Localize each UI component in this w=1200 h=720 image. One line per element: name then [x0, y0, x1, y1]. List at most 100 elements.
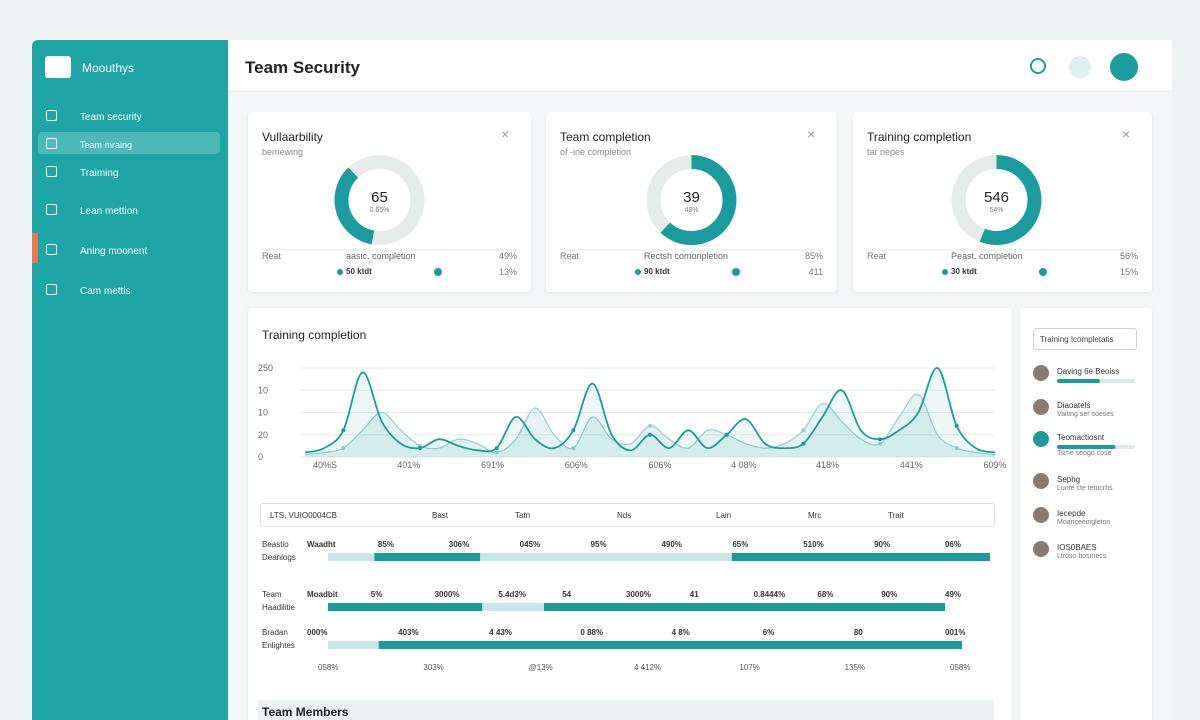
row-cell: 95%: [590, 540, 607, 549]
legend-dot: [732, 268, 740, 276]
row-cell: Moadbit: [307, 590, 338, 599]
nav-active: [38, 132, 220, 154]
point: [801, 428, 806, 433]
row-cell: 90%: [874, 540, 891, 549]
foot-mid: Rectsh comonpletion: [644, 251, 729, 261]
donut-sub: 0.65%: [369, 207, 390, 214]
table-footer: 058%: [950, 663, 971, 672]
card-title: Training completion: [867, 130, 972, 144]
point: [878, 441, 882, 446]
nav-icon: [46, 204, 57, 215]
table-footer: 4 412%: [634, 663, 662, 672]
point: [341, 428, 346, 433]
foot-right: 85%: [804, 251, 823, 261]
row-cell: 3000%: [626, 590, 651, 599]
close-icon: ×: [501, 126, 510, 142]
row-cell: 80: [853, 628, 863, 637]
row-cell: 403%: [398, 628, 419, 637]
point: [724, 432, 729, 437]
row-label: Beastio: [262, 540, 289, 549]
avatar-button[interactable]: [1110, 53, 1138, 81]
table-header: Nds: [617, 511, 632, 520]
avatar: [1033, 473, 1049, 489]
point: [648, 432, 652, 437]
row-label: Deanlogs: [262, 553, 296, 562]
item-name: Teomactiosnt: [1057, 433, 1105, 442]
nav-item: Aning moonent: [80, 246, 148, 257]
legend-label: 30 ktdt: [951, 267, 977, 276]
legend-label: 50 ktdt: [346, 267, 372, 276]
row-cell: 85%: [377, 540, 394, 549]
nav-item: Lean mettion: [80, 206, 138, 217]
table-header: LTS, VUIO0004CB: [270, 511, 337, 520]
row-cell: 49%: [945, 590, 962, 599]
x-tick-label: 441%: [900, 460, 923, 470]
trend-card: [248, 308, 1012, 720]
foot-right: 49%: [498, 251, 517, 261]
point: [648, 423, 652, 428]
x-tick-label: 418%: [816, 460, 839, 470]
x-tick-label: 606%: [648, 460, 671, 470]
legend-dot: [1039, 268, 1047, 276]
item-name: IOS0BAES: [1057, 543, 1097, 552]
legend-dot: [434, 268, 442, 276]
bar-segment: [480, 553, 732, 561]
row-cell: 000%: [307, 628, 328, 637]
x-tick-label: 401%: [397, 460, 420, 470]
item-name: Daving 6e Beoiss: [1057, 367, 1120, 376]
table-footer: 058%: [318, 663, 339, 672]
bar-segment: [328, 641, 379, 649]
icon-button[interactable]: [1030, 58, 1046, 74]
foot-mid: aasic. completion: [346, 251, 416, 261]
x-tick-label: 4 08%: [731, 460, 757, 470]
progress-bar: [1057, 445, 1116, 449]
donut-value: 546: [983, 189, 1010, 206]
foot-left: Reat: [560, 251, 580, 261]
item-sub: Vaiting ser soeses: [1057, 411, 1114, 418]
menu-button[interactable]: [45, 56, 71, 78]
area: [305, 394, 995, 457]
row-label: Bradan: [262, 628, 288, 637]
row-label: Team: [262, 590, 282, 599]
card-subtitle: of -ine compietion: [560, 147, 632, 157]
close-icon: ×: [1122, 126, 1131, 142]
search-button[interactable]: [1069, 56, 1091, 78]
row-label: Enlightes: [262, 641, 295, 650]
foot-left: Reat: [867, 251, 887, 261]
foot-mid: Peast. completion: [951, 251, 1023, 261]
sidebar: [32, 40, 228, 720]
nav-icon: [46, 284, 57, 295]
legend-dot: [337, 269, 343, 275]
table-header: Tatn: [515, 511, 531, 520]
row-cell: 306%: [448, 540, 470, 549]
y-tick-label: 250: [258, 363, 273, 373]
donut-value: 39: [683, 189, 700, 206]
y-tick-label: 0: [258, 452, 263, 462]
nav-icon: [46, 244, 57, 255]
row-cell: 54: [562, 590, 572, 599]
trend-title: Training completion: [262, 328, 367, 342]
table-header: Mrc: [808, 511, 822, 520]
table-footer: @13%: [528, 663, 553, 672]
dropdown[interactable]: Training Icompletatis: [1033, 328, 1137, 350]
bar-segment: [374, 553, 481, 561]
legend-right: 15%: [1119, 267, 1138, 277]
metric-card: [248, 112, 531, 292]
row-label: Haadilitie: [262, 603, 295, 612]
row-cell: Waadht: [307, 540, 336, 549]
y-tick-label: 10: [258, 385, 268, 395]
item-sub: Lunte cte tetucrhs: [1057, 485, 1113, 492]
avatar: [1033, 431, 1049, 447]
table-header: Trait: [888, 511, 904, 520]
card-title: Vullaarbility: [262, 130, 323, 144]
item-sub: Ltroso bosmecs: [1057, 553, 1107, 560]
donut-value: 65: [371, 189, 388, 206]
card-title: Team completion: [560, 130, 651, 144]
donut-arc: [334, 155, 425, 245]
row-cell: 045%: [519, 540, 541, 549]
item-name: Sephg: [1057, 475, 1081, 484]
y-tick-label: 20: [258, 430, 268, 440]
row-cell: 06%: [945, 540, 962, 549]
item-name: Diaoatels: [1057, 401, 1091, 410]
